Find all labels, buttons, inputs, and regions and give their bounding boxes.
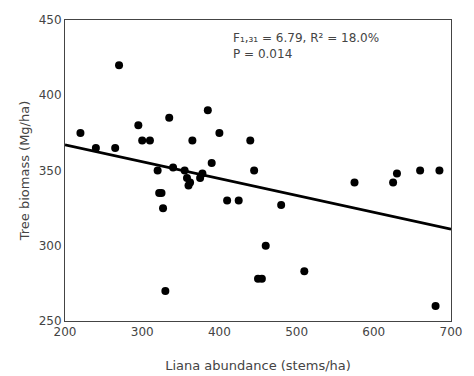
svg-text:400: 400 — [39, 88, 62, 102]
svg-text:250: 250 — [39, 314, 62, 328]
svg-text:600: 600 — [362, 325, 385, 339]
svg-text:700: 700 — [440, 325, 463, 339]
svg-text:200: 200 — [54, 325, 77, 339]
svg-text:300: 300 — [131, 325, 154, 339]
svg-text:500: 500 — [285, 325, 308, 339]
svg-text:350: 350 — [39, 164, 62, 178]
svg-text:450: 450 — [39, 13, 62, 27]
svg-text:Liana abundance (stems/ha): Liana abundance (stems/ha) — [165, 358, 351, 373]
svg-text:F₁,₃₁ = 6.79, R² = 18.0%P = 0.: F₁,₃₁ = 6.79, R² = 18.0%P = 0.014 — [233, 31, 379, 61]
svg-text:300: 300 — [39, 239, 62, 253]
svg-text:400: 400 — [208, 325, 231, 339]
svg-text:Tree biomass (Mg/ha): Tree biomass (Mg/ha) — [17, 101, 32, 242]
